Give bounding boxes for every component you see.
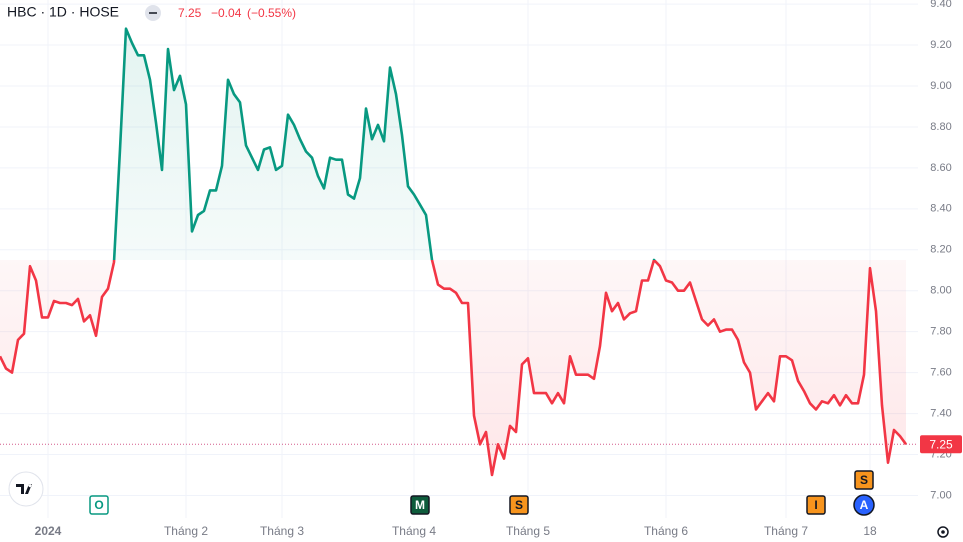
x-tick-label: 18	[863, 524, 877, 538]
y-tick-label: 9.40	[930, 0, 951, 10]
last-price-label: 7.25	[929, 437, 953, 451]
event-badge	[854, 470, 874, 490]
event-label: S	[860, 473, 868, 487]
x-tick-label: Tháng 2	[164, 524, 208, 538]
x-tick-label: Tháng 5	[506, 524, 550, 538]
logo-glyph	[16, 484, 32, 494]
x-tick-label: 2024	[35, 524, 62, 538]
logo-badge[interactable]	[8, 471, 44, 507]
collapse-button[interactable]	[145, 5, 161, 21]
baseline-area	[0, 28, 906, 475]
event-label: A	[860, 498, 869, 512]
x-tick-label: Tháng 7	[764, 524, 808, 538]
x-tick-label: Tháng 3	[260, 524, 304, 538]
event-badge	[89, 495, 109, 515]
event-marker[interactable]: M	[410, 495, 430, 515]
y-tick-label: 7.00	[930, 489, 951, 501]
price-change: −0.04	[211, 6, 242, 20]
price-change-pct: (−0.55%)	[247, 6, 296, 20]
legend-header: HBC · 1D · HOSE 7.25 −0.04 (−0.55%)	[7, 4, 296, 21]
y-tick-label: 7.40	[930, 407, 951, 419]
tradingview-logo[interactable]	[8, 471, 44, 507]
x-tick-label: Tháng 4	[392, 524, 436, 538]
settings-dot	[941, 530, 945, 534]
event-badge	[806, 495, 826, 515]
y-tick-label: 8.80	[930, 121, 951, 133]
last-price: 7.25	[178, 6, 202, 20]
y-tick-label: 8.60	[930, 162, 951, 174]
event-marker[interactable]: A	[853, 494, 875, 516]
y-tick-label: 7.60	[930, 367, 951, 379]
last-price-box	[920, 435, 962, 454]
settings-button[interactable]	[937, 526, 949, 538]
axes: 7.007.207.407.607.808.008.208.408.608.80…	[35, 0, 962, 538]
event-marker[interactable]: I	[806, 495, 826, 515]
event-badge	[509, 495, 529, 515]
x-tick-label: Tháng 6	[644, 524, 688, 538]
y-tick-label: 8.00	[930, 285, 951, 297]
event-badge	[853, 494, 875, 516]
y-tick-label: 8.20	[930, 244, 951, 256]
settings-icon[interactable]	[937, 526, 949, 538]
event-label: M	[415, 498, 425, 512]
event-marker[interactable]: S	[854, 470, 874, 490]
event-badge	[410, 495, 430, 515]
y-tick-label: 7.80	[930, 326, 951, 338]
event-marker[interactable]: S	[509, 495, 529, 515]
plot-area	[0, 27, 918, 477]
event-label: O	[94, 498, 103, 512]
y-tick-label: 9.00	[930, 80, 951, 92]
y-tick-label: 8.40	[930, 203, 951, 215]
event-label: I	[814, 498, 817, 512]
symbol: HBC · 1D · HOSE	[7, 4, 119, 20]
price-line	[0, 27, 908, 477]
event-marker[interactable]: O	[89, 495, 109, 515]
y-tick-label: 9.20	[930, 39, 951, 51]
event-label: S	[515, 498, 523, 512]
